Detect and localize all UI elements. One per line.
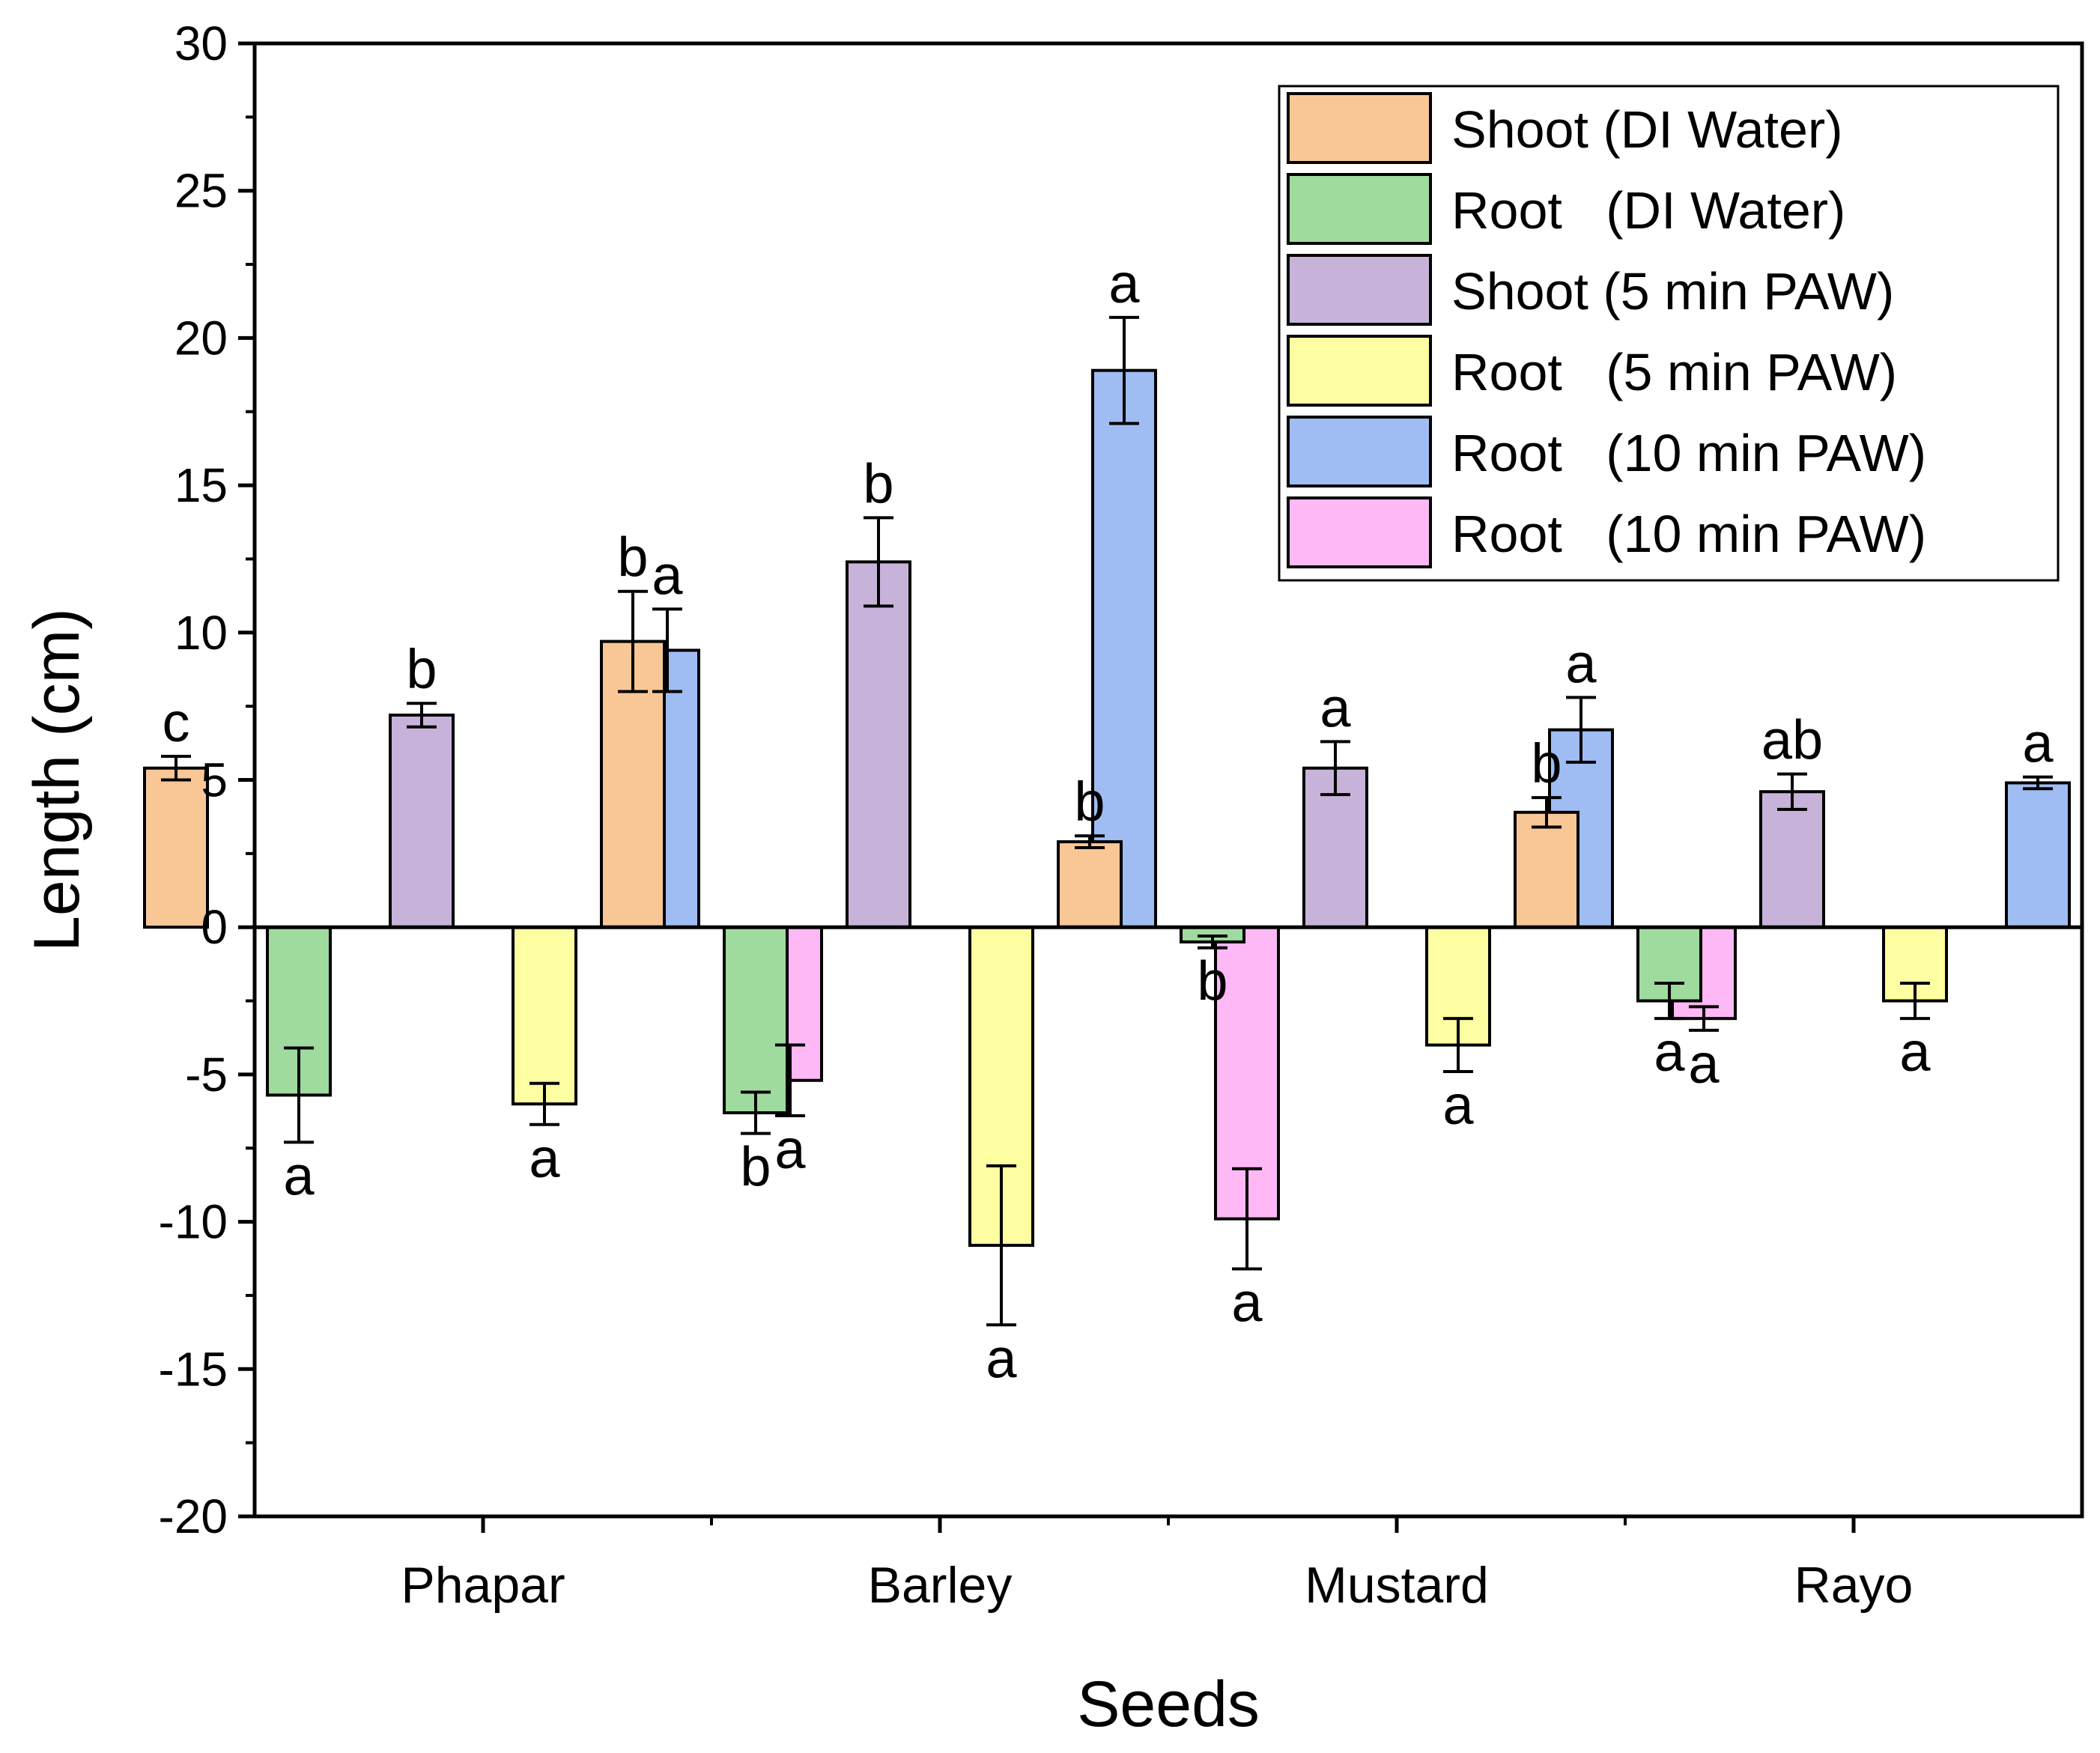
significance-letter: b bbox=[617, 526, 648, 589]
significance-letter: a bbox=[1654, 1021, 1685, 1083]
significance-letter: b bbox=[406, 638, 437, 700]
x-tick-label: Barley bbox=[868, 1557, 1013, 1614]
bar bbox=[1514, 810, 1579, 929]
significance-letter: a bbox=[283, 1144, 315, 1206]
significance-letter: b bbox=[1074, 771, 1105, 833]
legend: Shoot (DI Water) Root (DI Water) Shoot (5 … bbox=[1278, 85, 2060, 582]
y-tick-label: 15 bbox=[175, 458, 228, 512]
significance-letter: a bbox=[1688, 1033, 1720, 1095]
bar bbox=[846, 560, 911, 929]
y-tick-label: 20 bbox=[175, 311, 228, 365]
legend-label: Shoot (5 min PAW) bbox=[1451, 262, 1894, 320]
legend-label: Root (5 min PAW) bbox=[1451, 343, 1897, 401]
y-tick-label: 25 bbox=[175, 164, 228, 218]
error-bars-layer bbox=[161, 315, 2053, 1327]
bar bbox=[1057, 840, 1123, 929]
y-tick-label: -10 bbox=[159, 1195, 228, 1249]
y-tick-label: 30 bbox=[175, 16, 228, 70]
y-tick-label: -20 bbox=[159, 1489, 228, 1543]
significance-letter: ab bbox=[1761, 709, 1823, 771]
legend-label: Root (10 min PAW) bbox=[1451, 505, 1926, 563]
bar bbox=[1759, 790, 1825, 929]
y-tick-label: 0 bbox=[201, 900, 228, 954]
significance-letter: b bbox=[1531, 732, 1562, 795]
y-tick-label: -5 bbox=[185, 1048, 228, 1102]
y-tick-label: 10 bbox=[175, 606, 228, 660]
bar bbox=[389, 713, 455, 929]
legend-label: Shoot (DI Water) bbox=[1451, 100, 1843, 159]
significance-letter: a bbox=[986, 1327, 1017, 1389]
legend-swatch bbox=[1287, 335, 1432, 407]
y-tick-label: 5 bbox=[201, 753, 228, 807]
legend-swatch bbox=[1287, 416, 1432, 487]
bar bbox=[2005, 781, 2071, 929]
significance-letter: a bbox=[529, 1127, 560, 1189]
significance-letter: a bbox=[652, 544, 683, 606]
x-tick-label: Phapar bbox=[401, 1557, 565, 1614]
x-tick-label: Rayo bbox=[1794, 1557, 1914, 1614]
x-tick-label: Mustard bbox=[1305, 1557, 1489, 1614]
legend-label: Root (10 min PAW) bbox=[1451, 424, 1926, 482]
bars-layer bbox=[143, 368, 2071, 1248]
significance-letter: a bbox=[1442, 1074, 1474, 1136]
bar bbox=[512, 926, 577, 1106]
legend-swatch bbox=[1287, 254, 1432, 326]
significance-letter: b bbox=[1197, 950, 1227, 1012]
significance-letter: a bbox=[1565, 632, 1597, 694]
significance-letter: b bbox=[740, 1136, 771, 1198]
legend-swatch bbox=[1287, 92, 1432, 164]
significance-letter: a bbox=[1320, 676, 1351, 738]
significance-letter: b bbox=[863, 452, 893, 514]
x-axis-title: Seeds bbox=[1077, 1668, 1260, 1740]
significance-letters-layer: cabaaabbbaaabbaaaabaabaaa bbox=[163, 252, 2054, 1389]
legend-swatch bbox=[1287, 173, 1432, 245]
significance-letter: a bbox=[1899, 1021, 1931, 1083]
y-axis-title: Length (cm) bbox=[21, 608, 93, 952]
significance-letter: c bbox=[163, 691, 190, 753]
significance-letter: a bbox=[774, 1118, 806, 1180]
bar bbox=[723, 926, 789, 1115]
significance-letter: a bbox=[2022, 712, 2054, 774]
bar bbox=[143, 766, 209, 929]
y-tick-label: -15 bbox=[159, 1342, 228, 1396]
x-axis: Phapar Barley Mustard Rayo bbox=[401, 1516, 1913, 1614]
y-axis: 30 25 20 15 10 5 0 -5 -10 -15 -20 bbox=[159, 16, 255, 1543]
legend-swatch bbox=[1287, 496, 1432, 568]
legend-label: Root (DI Water) bbox=[1451, 181, 1845, 240]
significance-letter: a bbox=[1108, 252, 1140, 315]
significance-letter: a bbox=[1231, 1272, 1263, 1334]
